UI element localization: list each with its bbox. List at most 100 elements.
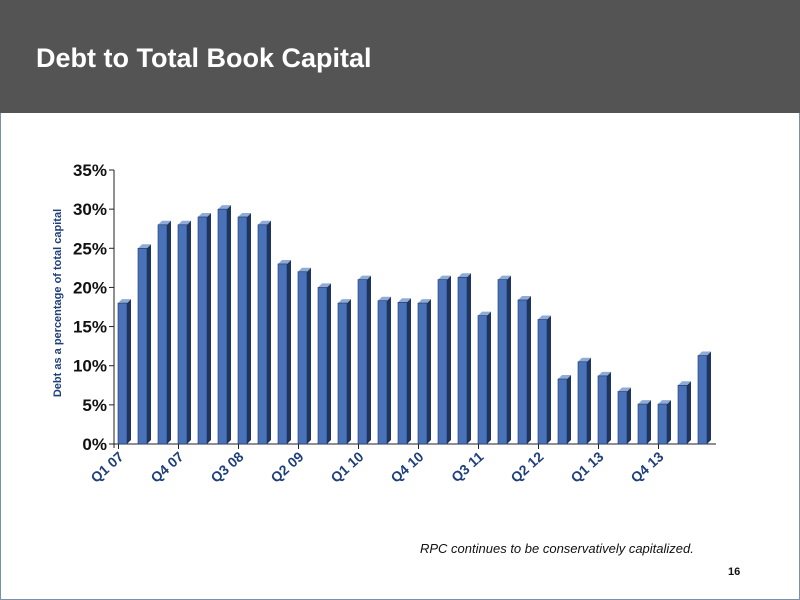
bar-side [307, 267, 311, 444]
bar [697, 351, 711, 445]
bar-side [387, 296, 391, 444]
bar-front [157, 224, 168, 445]
y-tick-label: 20% [73, 278, 107, 297]
bar-top [338, 299, 351, 304]
x-tick-label: Q3 11 [448, 448, 487, 485]
bar-front [317, 287, 328, 445]
bar-top [698, 351, 711, 356]
bar-side [207, 212, 211, 444]
bar-side [707, 351, 711, 444]
bar-side [587, 357, 591, 444]
bar [197, 212, 211, 445]
bar-front [557, 378, 568, 445]
bar [537, 315, 551, 445]
bar [177, 220, 191, 445]
bar-front [137, 247, 148, 445]
bar-front [257, 224, 268, 445]
bar [397, 298, 411, 445]
bar [417, 299, 431, 445]
bar-side [447, 275, 451, 444]
bar-top [238, 212, 251, 217]
bar-side [147, 244, 151, 444]
bar-top [278, 259, 291, 264]
bar-front [357, 279, 368, 445]
bar-top [638, 400, 651, 405]
y-tick-label: 25% [73, 239, 107, 258]
bar-side [347, 299, 351, 444]
bar-top [578, 357, 591, 362]
x-tick-label: Q4 10 [387, 448, 426, 486]
bar-top [358, 275, 371, 280]
bar [517, 295, 531, 445]
bar [577, 357, 591, 445]
bar-top [438, 275, 451, 280]
bar [237, 212, 251, 445]
x-tick-label: Q1 13 [567, 448, 606, 486]
bar-side [227, 205, 231, 444]
bar-side [627, 387, 631, 444]
y-tick-label: 35% [73, 161, 107, 180]
bar [437, 275, 451, 445]
y-tick-label: 10% [73, 357, 107, 376]
bar-front [377, 300, 388, 445]
bar-top [418, 299, 431, 304]
bar-side [547, 315, 551, 444]
bar-side [287, 259, 291, 444]
bar-top [198, 212, 211, 217]
bar-side [607, 371, 611, 444]
bar [257, 220, 271, 445]
bar-front [617, 391, 628, 445]
bar-top [538, 315, 551, 320]
bar-front [457, 276, 468, 445]
bar [457, 273, 471, 445]
bar-top [378, 296, 391, 301]
x-tick-label: Q2 09 [267, 448, 306, 486]
bar [157, 220, 171, 445]
bars-layer [117, 205, 711, 445]
bar-front [577, 361, 588, 445]
y-tick-label: 5% [82, 396, 107, 415]
bar [617, 387, 631, 445]
slide-title: Debt to Total Book Capital [36, 43, 372, 73]
bar-front [657, 403, 668, 445]
bar-front [397, 302, 408, 445]
bar-top [458, 273, 471, 278]
y-tick-label: 30% [73, 200, 107, 219]
y-tick-label: 15% [73, 318, 107, 337]
bar-front [697, 355, 708, 445]
bar [497, 275, 511, 445]
bar-front [177, 224, 188, 445]
bar-side [567, 375, 571, 444]
bar-front [677, 384, 688, 445]
bar [337, 299, 351, 445]
bar-top [518, 295, 531, 300]
bar-front [497, 279, 508, 445]
bar-top [658, 400, 671, 405]
footnote: RPC continues to be conservatively capit… [420, 541, 694, 556]
bar-side [367, 275, 371, 444]
x-tick-label: Q1 10 [327, 448, 366, 486]
axis-layer [109, 169, 716, 449]
bar-side [647, 400, 651, 444]
bar [137, 244, 151, 445]
bar-front [437, 279, 448, 445]
x-tick-label: Q4 07 [147, 448, 186, 486]
bar [217, 205, 231, 445]
bar-side [467, 273, 471, 444]
bar [637, 400, 651, 445]
bar-front [637, 403, 648, 445]
bar [377, 296, 391, 445]
bar-front [297, 271, 308, 445]
bar-front [337, 302, 348, 445]
bar-front [237, 216, 248, 445]
bar-side [327, 283, 331, 444]
bar-front [197, 216, 208, 445]
bar-top [598, 371, 611, 376]
bar-side [427, 299, 431, 444]
bar-top [478, 311, 491, 316]
bar-side [667, 400, 671, 444]
bar-top [398, 298, 411, 303]
bar-top [118, 299, 131, 304]
bar-front [217, 208, 228, 445]
